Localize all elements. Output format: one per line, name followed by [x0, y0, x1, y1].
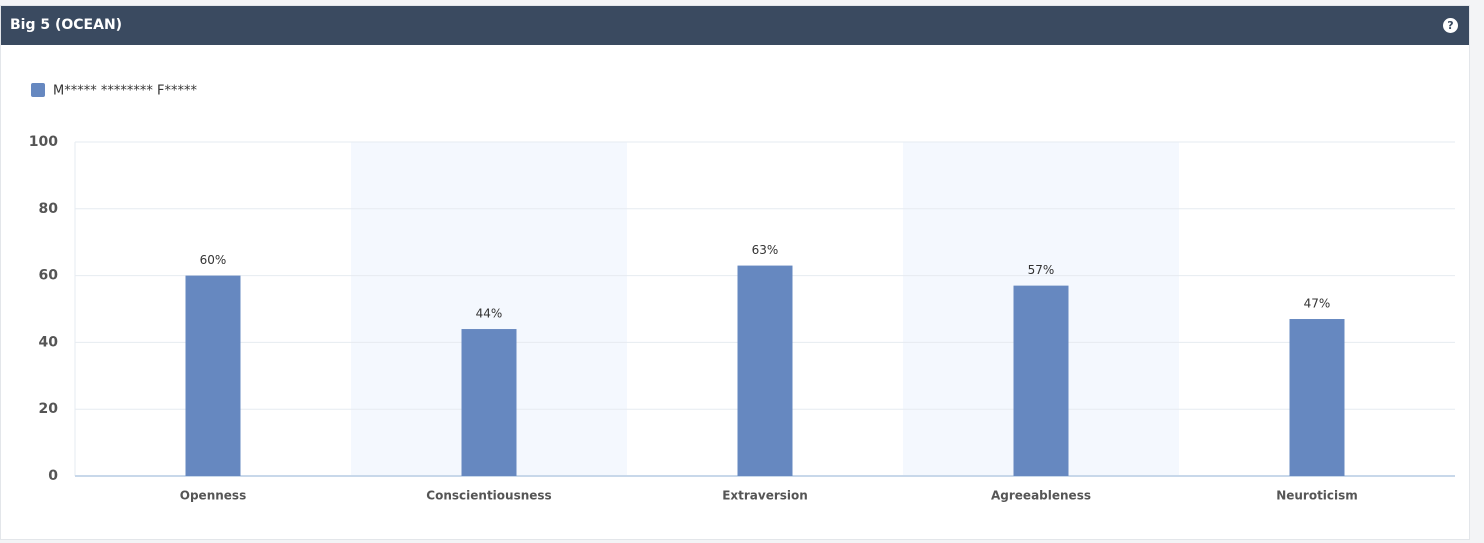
legend-swatch [31, 83, 45, 97]
y-tick-label: 0 [48, 468, 58, 484]
y-tick-label: 80 [39, 201, 59, 217]
value-label: 60% [200, 253, 227, 267]
value-label: 63% [752, 243, 779, 257]
bar [1013, 285, 1069, 476]
x-tick-label: Conscientiousness [426, 489, 551, 503]
y-tick-label: 100 [29, 134, 58, 150]
help-icon[interactable]: ? [1443, 18, 1458, 33]
value-label: 47% [1304, 297, 1331, 311]
value-label: 44% [476, 307, 503, 321]
value-label: 57% [1028, 263, 1055, 277]
bar [737, 265, 793, 476]
y-tick-label: 20 [39, 401, 59, 417]
x-tick-label: Agreeableness [991, 489, 1091, 503]
y-tick-label: 40 [39, 334, 59, 350]
y-tick-label: 60 [39, 268, 59, 284]
bar [461, 329, 517, 476]
legend-label: M***** ******** F***** [53, 84, 197, 99]
panel-title: Big 5 (OCEAN) [10, 17, 123, 33]
x-tick-label: Neuroticism [1276, 489, 1358, 503]
bar [1289, 319, 1345, 476]
bar [185, 275, 241, 476]
x-tick-label: Openness [180, 489, 246, 503]
x-tick-label: Extraversion [722, 489, 808, 503]
panel: Big 5 (OCEAN) ? [0, 5, 1470, 540]
panel-header: Big 5 (OCEAN) ? [1, 6, 1469, 45]
